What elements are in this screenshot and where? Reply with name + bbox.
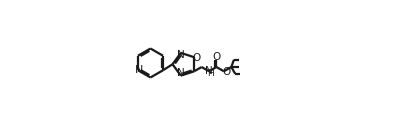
Text: H: H: [207, 69, 214, 78]
Text: O: O: [212, 52, 220, 62]
Text: N: N: [178, 68, 185, 78]
Text: N: N: [135, 65, 143, 75]
Text: N: N: [177, 50, 184, 60]
Text: O: O: [192, 53, 201, 64]
Text: O: O: [222, 67, 230, 77]
Text: N: N: [205, 66, 213, 76]
